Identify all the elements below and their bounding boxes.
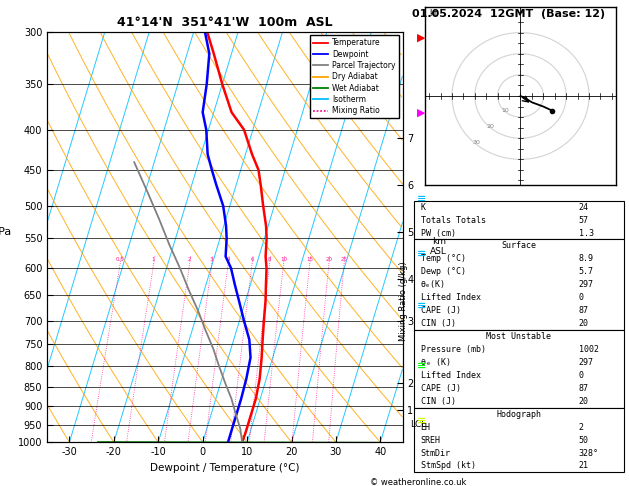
- Text: 297: 297: [579, 280, 594, 289]
- Text: 8: 8: [268, 257, 271, 262]
- Text: 21: 21: [579, 462, 589, 470]
- Text: 1.3: 1.3: [579, 228, 594, 238]
- Text: 4: 4: [226, 257, 230, 262]
- Text: 20: 20: [487, 123, 495, 129]
- Text: 0: 0: [579, 371, 584, 380]
- FancyBboxPatch shape: [414, 408, 624, 472]
- Text: ▶: ▶: [417, 32, 426, 42]
- Text: 10: 10: [502, 108, 509, 113]
- X-axis label: Dewpoint / Temperature (°C): Dewpoint / Temperature (°C): [150, 463, 299, 473]
- Text: θₑ (K): θₑ (K): [421, 358, 450, 367]
- Text: CAPE (J): CAPE (J): [421, 306, 460, 315]
- Legend: Temperature, Dewpoint, Parcel Trajectory, Dry Adiabat, Wet Adiabat, Isotherm, Mi: Temperature, Dewpoint, Parcel Trajectory…: [310, 35, 399, 118]
- Text: ≡: ≡: [417, 416, 426, 426]
- Y-axis label: km
ASL: km ASL: [430, 237, 447, 256]
- Text: 30: 30: [472, 139, 480, 144]
- Text: kt: kt: [429, 9, 437, 17]
- Text: 0: 0: [579, 293, 584, 302]
- Text: 0.5: 0.5: [116, 257, 125, 262]
- Text: Surface: Surface: [501, 242, 537, 250]
- Text: Most Unstable: Most Unstable: [486, 332, 552, 341]
- Text: 3: 3: [210, 257, 213, 262]
- Text: 297: 297: [579, 358, 594, 367]
- Text: 87: 87: [579, 384, 589, 393]
- Text: Hodograph: Hodograph: [496, 410, 542, 419]
- Text: Lifted Index: Lifted Index: [421, 371, 481, 380]
- Text: EH: EH: [421, 423, 430, 432]
- Text: 15: 15: [306, 257, 313, 262]
- Text: 8.9: 8.9: [579, 254, 594, 263]
- Text: StmDir: StmDir: [421, 449, 450, 457]
- Text: 2: 2: [187, 257, 191, 262]
- Text: 20: 20: [579, 397, 589, 406]
- Text: CAPE (J): CAPE (J): [421, 384, 460, 393]
- Text: 5.7: 5.7: [579, 267, 594, 277]
- Text: SREH: SREH: [421, 435, 440, 445]
- Text: 1002: 1002: [579, 345, 599, 354]
- Title: 41°14'N  351°41'W  100m  ASL: 41°14'N 351°41'W 100m ASL: [117, 16, 333, 29]
- Text: 50: 50: [579, 435, 589, 445]
- Text: 20: 20: [325, 257, 332, 262]
- Text: 1: 1: [152, 257, 155, 262]
- Text: θₑ(K): θₑ(K): [421, 280, 445, 289]
- FancyBboxPatch shape: [414, 330, 624, 408]
- FancyBboxPatch shape: [414, 240, 624, 330]
- FancyBboxPatch shape: [414, 201, 624, 240]
- Text: 87: 87: [579, 306, 589, 315]
- Text: Pressure (mb): Pressure (mb): [421, 345, 486, 354]
- Text: Temp (°C): Temp (°C): [421, 254, 465, 263]
- Text: CIN (J): CIN (J): [421, 319, 455, 328]
- Text: PW (cm): PW (cm): [421, 228, 455, 238]
- Text: 328°: 328°: [579, 449, 599, 457]
- Text: ≡: ≡: [417, 248, 426, 259]
- Text: ≡: ≡: [417, 361, 426, 371]
- Text: 25: 25: [340, 257, 347, 262]
- Text: 57: 57: [579, 216, 589, 225]
- Text: ≡: ≡: [417, 301, 426, 311]
- Text: 10: 10: [280, 257, 287, 262]
- Text: Dewp (°C): Dewp (°C): [421, 267, 465, 277]
- Y-axis label: hPa: hPa: [0, 227, 11, 237]
- Text: K: K: [421, 203, 426, 211]
- Text: 24: 24: [579, 203, 589, 211]
- Text: ▶: ▶: [417, 107, 426, 117]
- Text: Lifted Index: Lifted Index: [421, 293, 481, 302]
- Text: ≡: ≡: [417, 194, 426, 204]
- Text: 01.05.2024  12GMT  (Base: 12): 01.05.2024 12GMT (Base: 12): [412, 9, 605, 19]
- Text: StmSpd (kt): StmSpd (kt): [421, 462, 476, 470]
- Text: LCL: LCL: [409, 420, 426, 429]
- Text: 20: 20: [579, 319, 589, 328]
- Text: 6: 6: [250, 257, 253, 262]
- Text: CIN (J): CIN (J): [421, 397, 455, 406]
- Text: Mixing Ratio (g/kg): Mixing Ratio (g/kg): [399, 261, 408, 341]
- Text: 2: 2: [579, 423, 584, 432]
- Text: © weatheronline.co.uk: © weatheronline.co.uk: [370, 478, 467, 486]
- Text: Totals Totals: Totals Totals: [421, 216, 486, 225]
